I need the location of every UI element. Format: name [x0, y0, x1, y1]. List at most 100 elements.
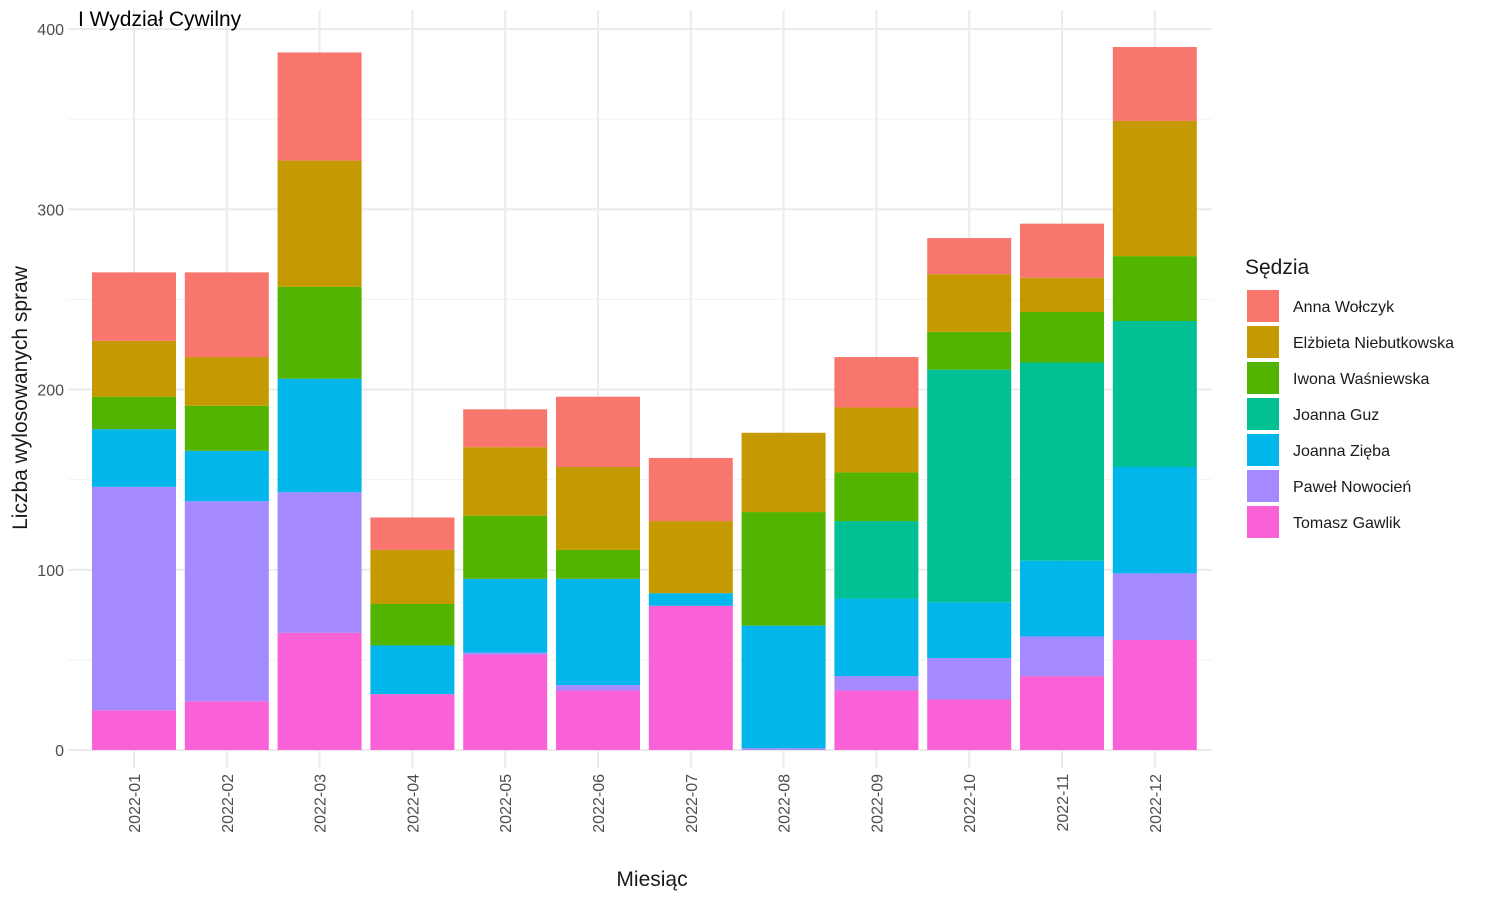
- x-tick-label: 2022-03: [313, 774, 330, 833]
- y-tick-label: 400: [37, 22, 64, 39]
- bar-segment: [1020, 277, 1104, 312]
- bar-segment: [92, 429, 176, 487]
- legend-label: Joanna Guz: [1293, 407, 1379, 424]
- x-tick-label: 2022-11: [1055, 774, 1072, 832]
- bar-segment: [277, 160, 362, 287]
- bar-segment: [370, 694, 455, 750]
- bar-segment: [92, 340, 176, 397]
- bar-segment: [1112, 256, 1197, 322]
- x-tick-label: 2022-06: [591, 774, 608, 833]
- x-tick-label: 2022-01: [127, 774, 144, 833]
- bar-segment: [277, 632, 362, 750]
- bar-segment: [834, 407, 919, 473]
- x-tick-label: 2022-10: [962, 774, 979, 833]
- bar-segment: [834, 472, 919, 522]
- legend-key: [1247, 506, 1279, 538]
- y-tick-label: 0: [55, 743, 64, 760]
- bar-segment: [463, 409, 548, 448]
- legend-key: [1247, 326, 1279, 358]
- bars: [92, 47, 1197, 750]
- legend-label: Elżbieta Niebutkowska: [1293, 335, 1454, 352]
- bar-segment: [648, 605, 733, 750]
- bar-segment: [463, 447, 548, 516]
- bar-segment: [1020, 636, 1104, 677]
- bar-segment: [927, 238, 1012, 275]
- legend-label: Paweł Nowocień: [1293, 479, 1411, 496]
- x-tick-label: 2022-09: [869, 774, 886, 833]
- y-axis-title: Liczba wylosowanych spraw: [9, 265, 32, 530]
- bar-segment: [556, 685, 640, 691]
- bar-segment: [184, 405, 269, 451]
- bar-segment: [648, 521, 733, 594]
- bar-segment: [370, 549, 455, 604]
- bar-segment: [277, 378, 362, 493]
- bar-segment: [927, 369, 1012, 603]
- bar-segment: [92, 272, 176, 341]
- bar-segment: [277, 286, 362, 379]
- bar-segment: [834, 521, 919, 599]
- x-axis-title: Miesiąc: [616, 868, 687, 891]
- bar-segment: [92, 710, 176, 750]
- bar-segment: [1020, 223, 1104, 278]
- legend-label: Anna Wołczyk: [1293, 299, 1395, 316]
- bar-segment: [1112, 47, 1197, 121]
- bar-segment: [463, 578, 548, 653]
- bar-segment: [648, 593, 733, 606]
- bar-segment: [92, 486, 176, 711]
- bar-segment: [184, 701, 269, 750]
- bar-segment: [277, 52, 362, 161]
- x-axis-ticks: 2022-01 2022-02 2022-03 2022-04 2022-05 2022-…: [127, 774, 1165, 833]
- x-tick-label: 2022-08: [777, 774, 794, 833]
- legend-key: [1247, 434, 1279, 466]
- bar-segment: [834, 598, 919, 677]
- bar-segment: [556, 467, 640, 550]
- bar-segment: [648, 457, 733, 522]
- bar-segment: [1112, 573, 1197, 641]
- bar-segment: [741, 748, 826, 750]
- bar-segment: [927, 658, 1012, 700]
- bar-segment: [556, 549, 640, 579]
- bar-segment: [741, 432, 826, 513]
- bar-segment: [834, 690, 919, 750]
- bar-segment: [741, 625, 826, 749]
- bar-segment: [370, 645, 455, 695]
- bar-segment: [370, 603, 455, 646]
- bar-segment: [556, 690, 640, 750]
- chart-title: I Wydział Cywilny: [78, 8, 242, 31]
- bar-segment: [927, 602, 1012, 659]
- bar-segment: [1112, 120, 1197, 257]
- bar-segment: [927, 699, 1012, 750]
- bar-segment: [1020, 311, 1104, 363]
- bar-segment: [277, 492, 362, 633]
- x-tick-label: 2022-02: [220, 774, 237, 833]
- legend-label: Joanna Zięba: [1293, 443, 1390, 460]
- bar-segment: [741, 512, 826, 626]
- bar-segment: [463, 654, 548, 750]
- bar-segment: [1112, 321, 1197, 468]
- bar-segment: [184, 450, 269, 502]
- y-tick-label: 200: [37, 383, 64, 400]
- bar-segment: [92, 396, 176, 430]
- legend-key: [1247, 470, 1279, 502]
- legend-label: Iwona Waśniewska: [1293, 371, 1429, 388]
- bar-segment: [1020, 676, 1104, 750]
- x-tick-label: 2022-12: [1148, 774, 1165, 833]
- x-tick-label: 2022-07: [684, 774, 701, 833]
- y-tick-label: 100: [37, 563, 64, 580]
- bar-segment: [370, 517, 455, 550]
- bar-segment: [927, 331, 1012, 370]
- legend-title: Sędzia: [1245, 256, 1310, 279]
- legend-key: [1247, 398, 1279, 430]
- bar-segment: [184, 272, 269, 358]
- y-tick-label: 300: [37, 202, 64, 219]
- bar-segment: [1020, 560, 1104, 637]
- bar-segment: [834, 357, 919, 408]
- bar-segment: [1112, 640, 1197, 750]
- bar-segment: [834, 676, 919, 691]
- x-tick-label: 2022-04: [405, 774, 422, 833]
- bar-segment: [1112, 467, 1197, 574]
- legend: Sędzia Anna Wołczyk Elżbieta Niebutkowska…: [1245, 256, 1454, 538]
- bar-segment: [463, 652, 548, 655]
- x-tick-label: 2022-05: [498, 774, 515, 833]
